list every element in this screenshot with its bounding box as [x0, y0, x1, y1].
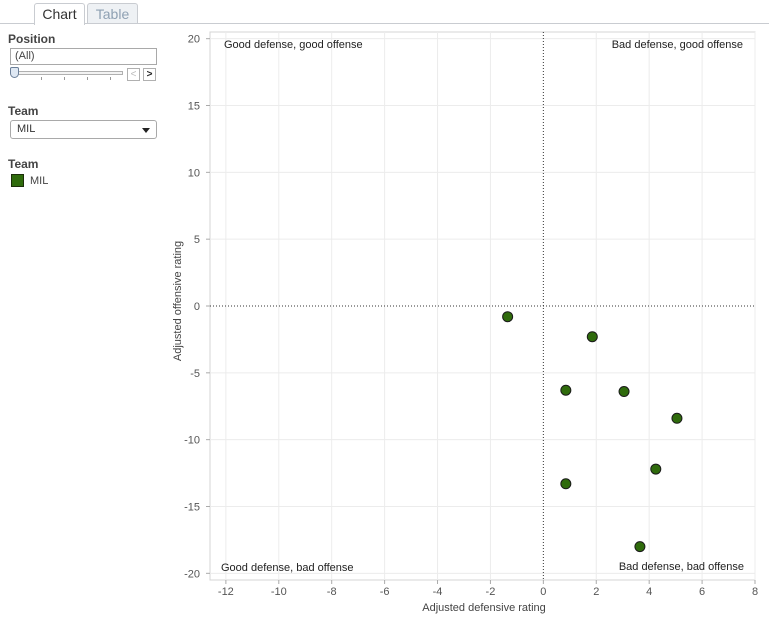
data-point	[634, 541, 646, 553]
y-tick-label: 0	[194, 301, 200, 313]
legend-label-mil: MIL	[30, 175, 49, 187]
reference-lines	[210, 32, 755, 580]
position-slider-track[interactable]	[12, 71, 123, 75]
slider-tick	[87, 77, 88, 80]
slider-next-button[interactable]: >	[143, 68, 156, 81]
slider-prev-button[interactable]: <	[127, 68, 140, 81]
quadrant-label-top-left: Good defense, good offense	[224, 39, 363, 51]
grid-lines	[210, 32, 756, 580]
y-axis-title: Adjusted offensive rating	[172, 241, 184, 361]
x-tick-label: 8	[752, 586, 758, 598]
data-point	[502, 311, 514, 323]
x-tick-label: -10	[271, 586, 287, 598]
scatter-chart: -12 -10 -8 -6 -4 -2 0 2 4 6 8 20151050-5-10-15-20 …	[172, 31, 758, 614]
y-tick-label: -10	[184, 435, 200, 447]
team-dropdown[interactable]: MIL	[10, 120, 157, 139]
x-tick-label: -4	[433, 586, 443, 598]
slider-tick	[64, 77, 65, 80]
y-tick-label: -5	[190, 368, 200, 380]
data-point	[671, 412, 683, 424]
data-point	[560, 478, 572, 490]
y-axis-ticks: 20 15 10 5 0 -5 -10 -15 -20	[184, 34, 210, 580]
tab-table[interactable]: Table	[87, 3, 138, 23]
position-filter-title: Position	[8, 32, 56, 46]
y-tick-label: 15	[188, 101, 200, 113]
position-filter-value[interactable]: (All)	[10, 48, 157, 65]
slider-tick	[41, 77, 42, 80]
tab-bar: Chart Table	[0, 0, 769, 25]
y-tick-label: 5	[194, 234, 200, 246]
x-tick-label: 0	[540, 586, 546, 598]
y-tick-label: 10	[188, 167, 200, 179]
data-points	[502, 311, 683, 553]
x-axis-title: Adjusted defensive rating	[422, 602, 546, 614]
data-point	[560, 384, 572, 396]
quadrant-label-top-right: Bad defense, good offense	[612, 39, 743, 51]
x-tick-label: 4	[646, 586, 652, 598]
x-tick-label: 6	[699, 586, 705, 598]
legend-title: Team	[8, 157, 39, 171]
x-tick-label: -6	[380, 586, 390, 598]
position-slider-thumb[interactable]	[10, 67, 19, 78]
tab-chart[interactable]: Chart	[34, 3, 85, 25]
y-tick-label: -20	[184, 568, 200, 580]
quadrant-label-bottom-right: Bad defense, bad offense	[619, 561, 744, 573]
team-filter-title: Team	[8, 104, 39, 118]
x-tick-label: -8	[327, 586, 337, 598]
slider-tick	[110, 77, 111, 80]
x-tick-label: -2	[486, 586, 496, 598]
x-tick-label: -12	[218, 586, 234, 598]
x-tick-label: 2	[593, 586, 599, 598]
team-dropdown-value: MIL	[17, 123, 36, 135]
y-tick-label: 20	[188, 34, 200, 46]
data-point	[618, 386, 630, 398]
x-axis-ticks: -12 -10 -8 -6 -4 -2 0 2 4 6 8	[218, 580, 758, 598]
chevron-down-icon	[142, 128, 150, 133]
data-point	[650, 463, 662, 475]
legend-swatch-mil	[11, 174, 24, 187]
y-tick-label: -15	[184, 501, 200, 513]
data-point	[586, 331, 598, 343]
quadrant-label-bottom-left: Good defense, bad offense	[221, 562, 354, 574]
